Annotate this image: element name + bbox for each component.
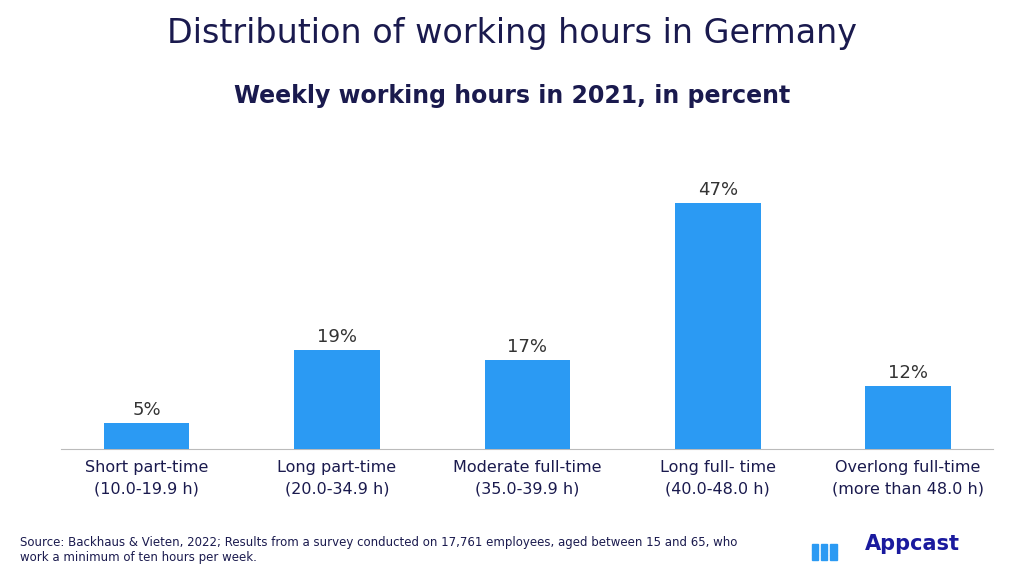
Text: 19%: 19% [317, 328, 357, 346]
Bar [675, 203, 761, 449]
Bar [865, 386, 951, 449]
Text: 5%: 5% [132, 401, 161, 419]
Text: Weekly working hours in 2021, in percent: Weekly working hours in 2021, in percent [233, 84, 791, 108]
Bar [484, 360, 570, 449]
Text: Appcast: Appcast [865, 535, 961, 554]
Bar [294, 350, 380, 449]
Text: 12%: 12% [888, 364, 928, 382]
Text: 17%: 17% [507, 338, 548, 356]
Text: Source: Backhaus & Vieten, 2022; Results from a survey conducted on 17,761 emplo: Source: Backhaus & Vieten, 2022; Results… [20, 536, 738, 564]
Text: Distribution of working hours in Germany: Distribution of working hours in Germany [167, 17, 857, 50]
Text: 47%: 47% [697, 181, 737, 199]
Bar [103, 423, 189, 449]
